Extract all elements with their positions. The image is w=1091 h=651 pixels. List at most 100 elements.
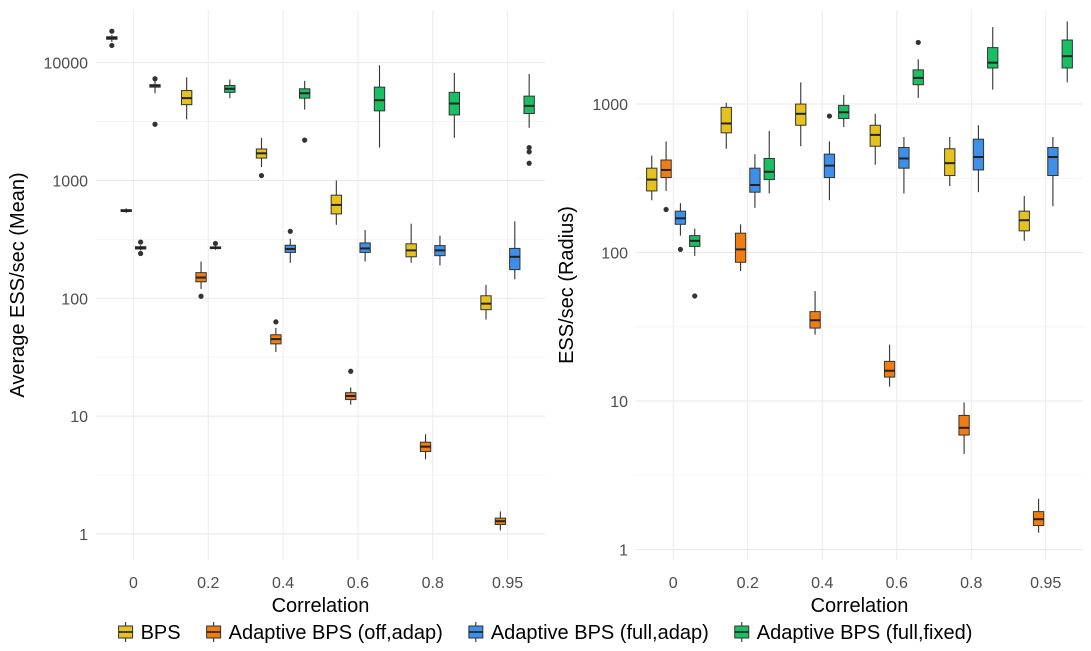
box-adaptive-bps-full-adap-0-95: [509, 221, 521, 280]
legend-key-off-adap: [206, 622, 222, 642]
right-y-ticks: 1 10 100 1000: [592, 97, 628, 559]
legend-item-full-fixed: Adaptive BPS (full,fixed): [734, 622, 973, 644]
box-adaptive-bps-full-adap-0-4: [284, 228, 296, 263]
outlier-point: [198, 293, 204, 299]
box-adaptive-bps-off-adap-0: [120, 208, 132, 213]
x-tick-label: 0.4: [272, 575, 294, 592]
outlier-point: [138, 239, 144, 245]
box-adaptive-bps-off-adap-0-95: [494, 511, 507, 531]
y-tick-label: 1: [619, 543, 628, 560]
left-grid: [96, 10, 545, 560]
outlier-point: [138, 250, 144, 257]
box-bps-0-4: [795, 82, 807, 147]
y-tick-label: 1000: [52, 173, 88, 190]
right-x-axis-label: Correlation: [811, 595, 909, 617]
legend-label-off-adap: Adaptive BPS (off,adap): [229, 622, 443, 644]
box-bps-0-4: [255, 137, 268, 179]
outlier-point: [258, 172, 265, 179]
left-panel: 1 10 100 1000 10000 0 0.2 0.4 0.6 0.8 0.95 Correl…: [7, 10, 545, 617]
outlier-point: [663, 206, 669, 213]
box-adaptive-bps-full-adap-0-2: [209, 240, 222, 250]
box-adaptive-bps-full-adap-0-2: [749, 154, 761, 208]
outlier-point: [109, 28, 115, 34]
box-adaptive-bps-off-adap-0-6: [345, 368, 357, 405]
x-tick-label: 0.2: [197, 575, 219, 592]
outlier-point: [273, 319, 279, 325]
right-x-ticks: 0 0.2 0.4 0.6 0.8 0.95: [669, 575, 1062, 592]
box-adaptive-bps-off-adap-0-2: [195, 261, 207, 299]
box-adaptive-bps-full-adap-0-8: [972, 125, 985, 193]
y-tick-label: 10000: [44, 56, 89, 73]
x-tick-label: 0: [129, 575, 138, 592]
box-adaptive-bps-off-adap-0-4: [809, 291, 821, 335]
outlier-point: [526, 160, 532, 166]
box-adaptive-bps-full-fixed-0: [689, 228, 701, 299]
box-bps-0-8: [405, 223, 417, 263]
box-adaptive-bps-full-fixed-0-95: [1061, 21, 1073, 83]
box-adaptive-bps-full-adap-0: [674, 203, 687, 253]
x-tick-label: 0: [669, 575, 678, 592]
left-y-ticks: 1 10 100 1000 10000: [44, 56, 89, 544]
box-bps-0-8: [944, 137, 956, 187]
box-bps-0-6: [869, 113, 881, 165]
box-body: [958, 414, 970, 436]
x-tick-label: 0.95: [492, 575, 523, 592]
outlier-point: [826, 113, 833, 119]
right-boxes: [646, 21, 1073, 533]
box-body: [1061, 39, 1073, 69]
box-adaptive-bps-off-adap-0-4: [270, 319, 282, 352]
legend-key-full-fixed: [734, 622, 750, 642]
left-boxes: [106, 28, 535, 531]
y-tick-label: 100: [601, 246, 628, 263]
legend-key-full-adap: [468, 622, 484, 642]
x-tick-label: 0.8: [960, 575, 982, 592]
box-adaptive-bps-full-fixed-0-2: [224, 79, 236, 99]
x-tick-label: 0.95: [1030, 575, 1061, 592]
box-body: [660, 159, 672, 179]
outlier-point: [526, 145, 532, 151]
box-body: [883, 360, 896, 378]
box-body: [763, 157, 775, 181]
box-adaptive-bps-full-fixed-0-2: [763, 130, 775, 194]
outlier-point: [152, 121, 158, 127]
box-body: [523, 95, 535, 115]
right-grid: [636, 10, 1083, 560]
box-body: [509, 247, 521, 271]
box-bps-0: [646, 155, 658, 201]
x-tick-label: 0.8: [422, 575, 444, 592]
box-body: [987, 47, 999, 69]
box-bps-0-2: [180, 77, 193, 120]
legend-label-full-fixed: Adaptive BPS (full,fixed): [757, 622, 973, 644]
x-tick-label: 0.2: [737, 575, 759, 592]
box-adaptive-bps-full-adap-0-8: [434, 235, 446, 266]
legend-label-bps: BPS: [141, 622, 181, 644]
box-bps-0-95: [1018, 196, 1030, 241]
x-tick-label: 0.4: [811, 575, 833, 592]
box-body: [720, 106, 732, 134]
left-x-ticks: 0 0.2 0.4 0.6 0.8 0.95: [129, 575, 523, 592]
box-adaptive-bps-off-adap-0-6: [883, 344, 896, 387]
box-body: [1047, 146, 1059, 177]
box-body: [749, 167, 761, 193]
outlier-point: [348, 368, 354, 374]
x-tick-label: 0.6: [347, 575, 369, 592]
box-adaptive-bps-full-adap-0-6: [898, 137, 910, 194]
box-adaptive-bps-off-adap-0-8: [958, 402, 970, 454]
box-bps-0-95: [480, 284, 492, 320]
box-bps-0: [106, 28, 118, 49]
right-panel: 1 10 100 1000 0 0.2 0.4 0.6 0.8 0.95 Correlation…: [556, 10, 1083, 617]
right-y-axis-label: ESS/sec (Radius): [556, 206, 578, 364]
legend-key-bps: [118, 622, 134, 642]
box-adaptive-bps-full-fixed-0-6: [373, 65, 386, 148]
box-adaptive-bps-full-fixed-0-4: [298, 80, 311, 143]
box-adaptive-bps-full-fixed-0-8: [448, 72, 461, 138]
box-adaptive-bps-full-adap-0-4: [823, 113, 836, 201]
box-body: [734, 232, 747, 263]
box-bps-0-2: [720, 102, 732, 149]
y-tick-label: 10: [610, 394, 628, 411]
legend: BPS Adaptive BPS (off,adap) Adaptive BPS…: [118, 622, 973, 644]
outlier-point: [152, 76, 158, 82]
left-x-axis-label: Correlation: [272, 595, 370, 617]
